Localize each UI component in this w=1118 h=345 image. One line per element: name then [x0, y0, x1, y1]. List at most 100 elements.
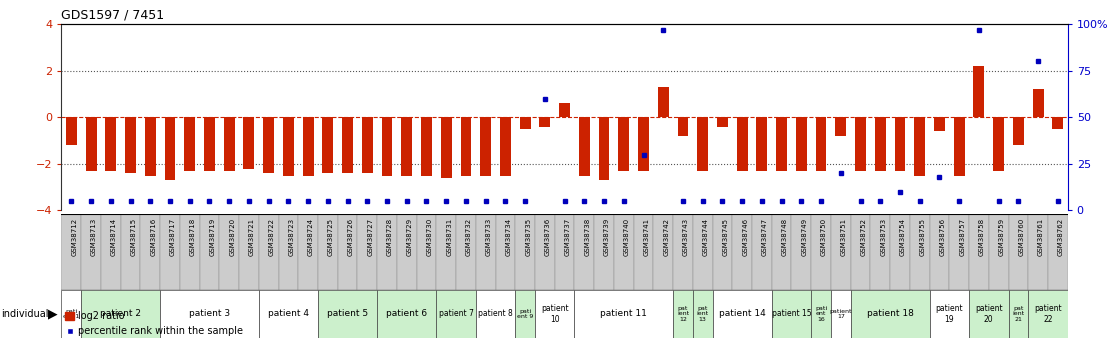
Bar — [318, 214, 338, 290]
Bar — [495, 214, 515, 290]
Bar — [338, 214, 358, 290]
Text: GSM38734: GSM38734 — [505, 218, 511, 256]
Text: GDS1597 / 7451: GDS1597 / 7451 — [61, 9, 164, 22]
Bar — [141, 214, 160, 290]
Bar — [910, 214, 929, 290]
Text: GSM38752: GSM38752 — [861, 218, 866, 256]
Bar — [381, 117, 392, 176]
Text: pat
ient
13: pat ient 13 — [697, 306, 709, 322]
Text: patient 15: patient 15 — [771, 309, 812, 318]
Bar — [515, 214, 536, 290]
Bar — [536, 290, 575, 338]
Bar — [61, 214, 82, 290]
Bar — [219, 214, 239, 290]
Bar — [125, 117, 136, 173]
Bar — [263, 117, 274, 173]
Bar — [303, 117, 313, 176]
Text: GSM38758: GSM38758 — [979, 218, 985, 256]
Bar — [200, 214, 219, 290]
Text: GSM38755: GSM38755 — [920, 218, 926, 256]
Text: GSM38737: GSM38737 — [565, 218, 570, 256]
Bar — [974, 66, 984, 117]
Bar — [934, 117, 945, 131]
Text: GSM38729: GSM38729 — [407, 218, 413, 256]
Text: patient 8: patient 8 — [479, 309, 513, 318]
Text: GSM38748: GSM38748 — [781, 218, 787, 256]
Bar — [318, 290, 377, 338]
Text: patient 14: patient 14 — [719, 309, 766, 318]
Text: GSM38760: GSM38760 — [1018, 218, 1024, 256]
Text: GSM38740: GSM38740 — [624, 218, 629, 256]
Text: GSM38731: GSM38731 — [446, 218, 452, 256]
Bar — [752, 214, 771, 290]
Bar — [145, 117, 155, 176]
Text: ▶: ▶ — [48, 307, 58, 321]
Text: GSM38739: GSM38739 — [604, 218, 610, 256]
Text: GSM38723: GSM38723 — [288, 218, 294, 256]
Bar — [160, 214, 180, 290]
Text: patient
22: patient 22 — [1034, 304, 1062, 324]
Bar — [421, 117, 432, 176]
Bar — [1029, 290, 1068, 338]
Bar — [555, 214, 575, 290]
Bar — [653, 214, 673, 290]
Bar — [239, 214, 258, 290]
Text: GSM38715: GSM38715 — [131, 218, 136, 256]
Bar — [712, 214, 732, 290]
Bar — [712, 290, 771, 338]
Bar — [397, 214, 417, 290]
Bar — [771, 214, 792, 290]
Bar — [638, 117, 648, 171]
Text: patient
19: patient 19 — [936, 304, 963, 324]
Bar — [717, 117, 728, 127]
Bar — [890, 214, 910, 290]
Text: GSM38722: GSM38722 — [268, 218, 275, 256]
Bar — [105, 117, 116, 171]
Bar — [812, 290, 831, 338]
Bar — [855, 117, 866, 171]
Bar — [614, 214, 634, 290]
Bar — [1033, 89, 1043, 117]
Text: GSM38750: GSM38750 — [821, 218, 827, 256]
Text: pat
ient
12: pat ient 12 — [676, 306, 689, 322]
Bar — [831, 214, 851, 290]
Bar — [244, 117, 255, 169]
Bar — [657, 87, 669, 117]
Bar — [362, 117, 372, 173]
Bar — [476, 290, 515, 338]
Bar — [481, 117, 491, 176]
Text: GSM38761: GSM38761 — [1039, 218, 1044, 256]
Bar — [224, 117, 235, 171]
Bar — [322, 117, 333, 173]
Bar — [618, 117, 629, 171]
Text: patient
17: patient 17 — [830, 308, 852, 319]
Text: pati
ent
16: pati ent 16 — [815, 306, 827, 322]
Bar — [579, 117, 590, 176]
Bar — [673, 214, 693, 290]
Bar — [1013, 117, 1024, 145]
Bar — [1008, 290, 1029, 338]
Bar — [732, 214, 752, 290]
Bar — [559, 104, 570, 117]
Text: GSM38757: GSM38757 — [959, 218, 965, 256]
Bar — [436, 214, 456, 290]
Text: GSM38749: GSM38749 — [802, 218, 807, 256]
Text: GSM38741: GSM38741 — [644, 218, 650, 256]
Text: GSM38753: GSM38753 — [880, 218, 887, 256]
Text: GSM38754: GSM38754 — [900, 218, 906, 256]
Text: GSM38724: GSM38724 — [309, 218, 314, 256]
Text: patient 3: patient 3 — [189, 309, 230, 318]
Text: patient 2: patient 2 — [101, 309, 141, 318]
Bar — [1052, 117, 1063, 129]
Text: GSM38718: GSM38718 — [190, 218, 196, 256]
Bar — [993, 117, 1004, 171]
Text: pati
ent 9: pati ent 9 — [517, 308, 533, 319]
Bar — [82, 214, 101, 290]
Text: pat
ient
21: pat ient 21 — [1012, 306, 1024, 322]
Bar — [693, 214, 712, 290]
Bar — [678, 117, 689, 136]
Bar — [1008, 214, 1029, 290]
Text: individual: individual — [1, 309, 48, 319]
Bar — [184, 117, 196, 171]
Bar — [894, 117, 906, 171]
